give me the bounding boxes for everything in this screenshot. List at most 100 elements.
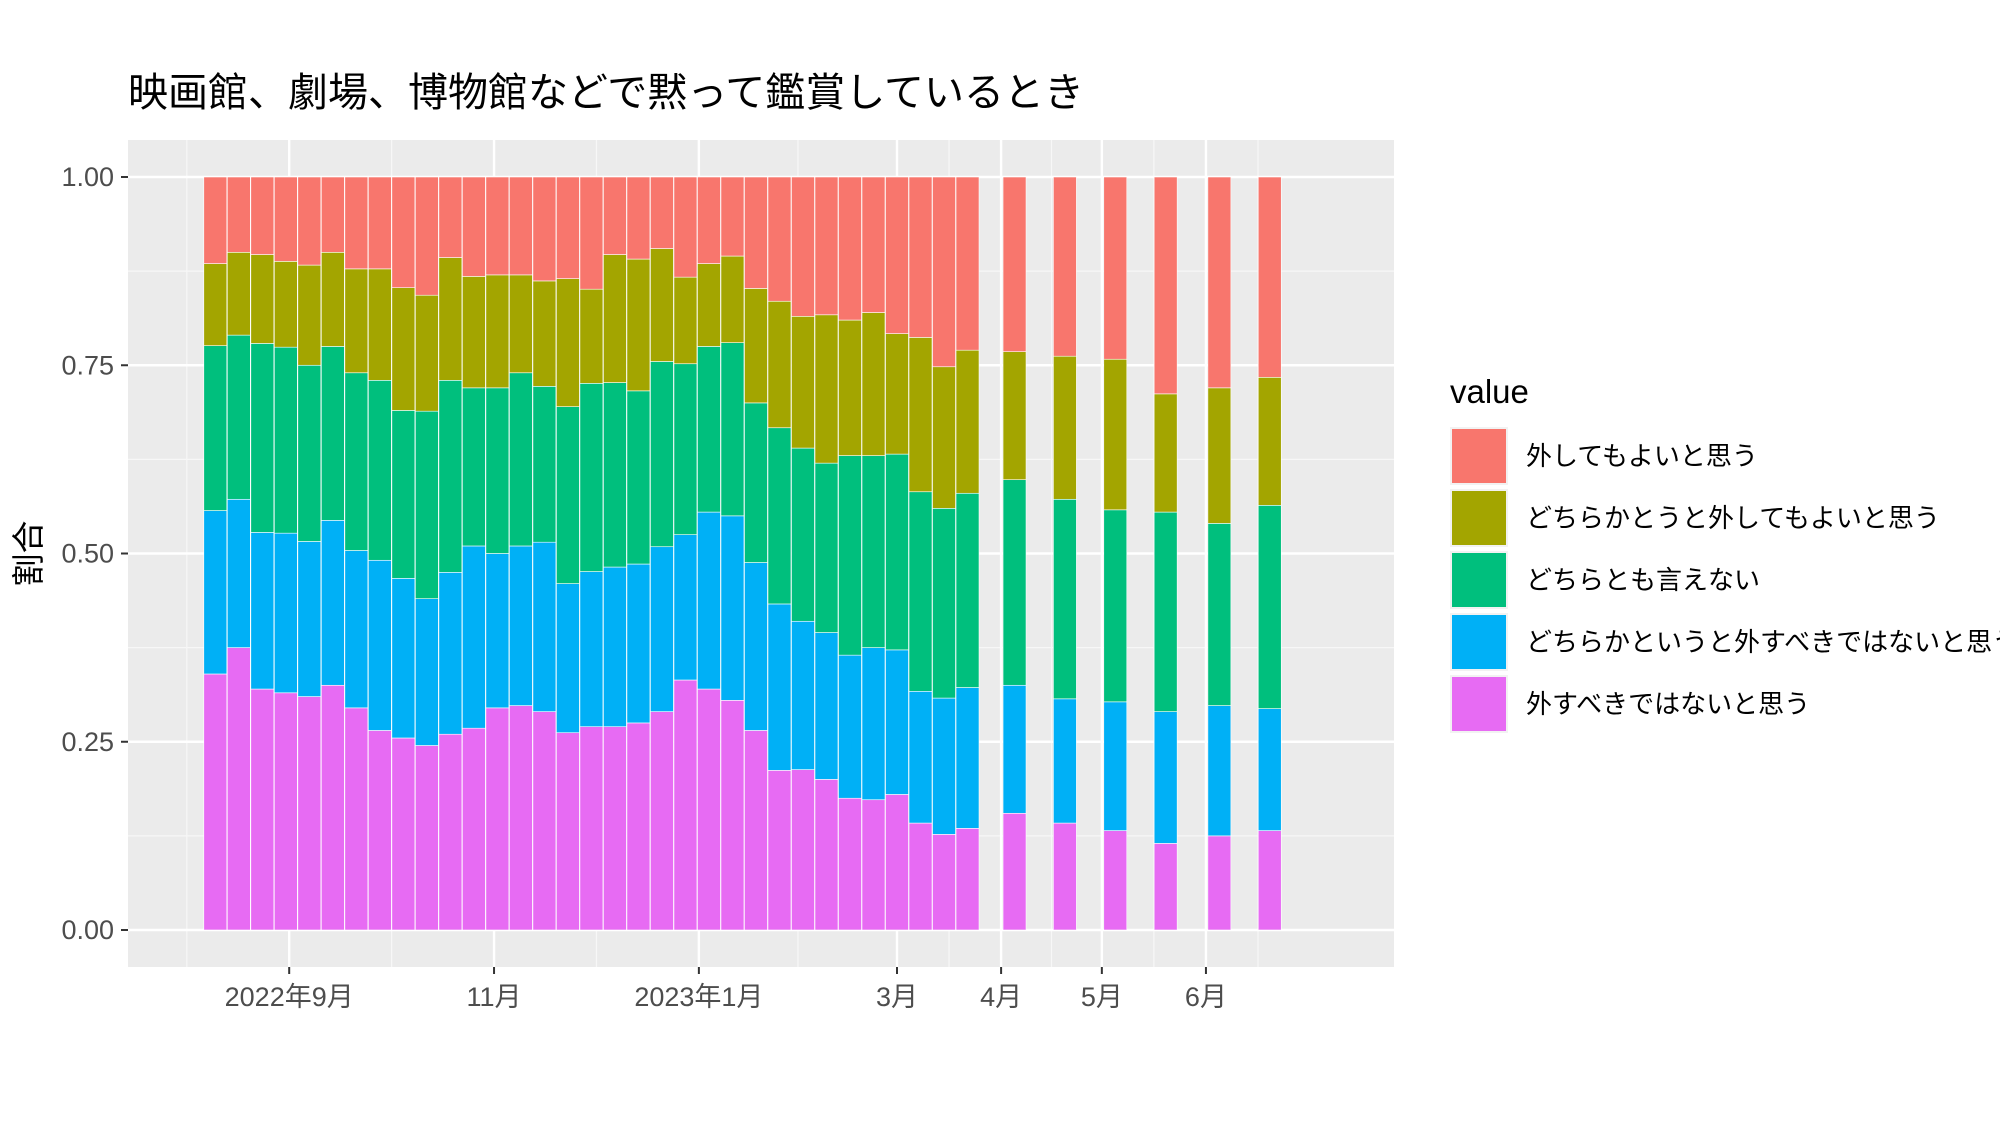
- bar-segment: [861, 176, 886, 313]
- bar-segment: [462, 176, 486, 277]
- bar-segment: [344, 707, 369, 931]
- legend-label: どちらかというと外すべきではないと思う: [1526, 628, 2000, 658]
- legend-swatch: [1452, 491, 1506, 545]
- bar-segment: [1053, 698, 1077, 824]
- bar-segment: [579, 176, 604, 290]
- bar-segment: [391, 410, 416, 579]
- bar-segment: [1153, 511, 1178, 712]
- bar-segment: [697, 263, 721, 347]
- bar-segment: [579, 288, 604, 384]
- bar-segment: [391, 287, 416, 411]
- x-tick-label: 6月: [1185, 982, 1227, 1012]
- bar-segment: [579, 726, 604, 931]
- bar-segment: [462, 545, 486, 729]
- bar-segment: [297, 264, 322, 366]
- bar-segment: [368, 730, 392, 931]
- bar-segment: [1153, 176, 1178, 395]
- bar-segment: [556, 176, 580, 279]
- bar-segment: [1002, 479, 1027, 686]
- bar-segment: [603, 176, 627, 255]
- bar-segment: [861, 455, 886, 648]
- bar-segment: [1257, 176, 1282, 378]
- bar-segment: [509, 176, 533, 276]
- bar-segment: [626, 176, 651, 260]
- bar-segment: [908, 690, 933, 824]
- bar-segment: [532, 541, 557, 712]
- bar-segment: [227, 498, 251, 648]
- bar-segment: [626, 722, 651, 931]
- bar-segment: [603, 254, 627, 383]
- bar-segment: [462, 387, 486, 547]
- bar-segment: [838, 176, 862, 321]
- bar-segment: [697, 346, 721, 513]
- bar-segment: [744, 176, 768, 289]
- bar-segment: [274, 532, 298, 694]
- bar-segment: [697, 511, 721, 690]
- bar-segment: [626, 258, 651, 392]
- bar-segment: [368, 176, 392, 270]
- bar-segment: [203, 176, 228, 264]
- bar-segment: [532, 386, 557, 543]
- bar-segment: [274, 346, 298, 534]
- legend-label: どちらかとうと外してもよいと思う: [1526, 504, 1940, 534]
- bar-segment: [438, 572, 463, 735]
- bar-segment: [603, 566, 627, 727]
- bar-segment: [556, 583, 580, 734]
- bar-segment: [673, 276, 698, 365]
- legend-title: value: [1450, 373, 1529, 410]
- bar-segment: [250, 176, 275, 255]
- legend-swatch: [1452, 553, 1506, 607]
- bar-segment: [1053, 498, 1077, 700]
- bar-segment: [250, 688, 275, 931]
- bar-segment: [297, 541, 322, 697]
- bar-segment: [250, 343, 275, 533]
- bar-segment: [438, 176, 463, 258]
- bar-segment: [955, 176, 980, 351]
- bar-segment: [509, 372, 533, 547]
- bar-segment: [485, 387, 510, 554]
- legend-label: 外してもよいと思う: [1526, 442, 1758, 472]
- bar-segment: [767, 300, 792, 429]
- bar-segment: [227, 334, 251, 500]
- bar-segment: [250, 532, 275, 690]
- bar-segment: [391, 737, 416, 931]
- bar-segment: [227, 647, 251, 931]
- bar-segment: [955, 349, 980, 494]
- bar-segment: [767, 770, 792, 931]
- bar-segment: [1207, 387, 1232, 524]
- bar-segment: [509, 274, 533, 374]
- x-tick-label: 5月: [1081, 982, 1123, 1012]
- bar-segment: [838, 319, 862, 456]
- bar-segment: [720, 700, 745, 931]
- bar-segment: [415, 176, 439, 296]
- bar-segment: [720, 515, 745, 701]
- x-tick-label: 3月: [876, 982, 918, 1012]
- x-tick-label: 2023年1月: [634, 982, 763, 1012]
- bar-segment: [556, 278, 580, 407]
- bar-segment: [861, 647, 886, 801]
- bar-segment: [767, 427, 792, 605]
- bar-segment: [462, 727, 486, 931]
- bar-segment: [415, 294, 439, 412]
- bar-segment: [321, 176, 345, 253]
- bar-segment: [1053, 355, 1077, 500]
- bar-segment: [697, 688, 721, 931]
- y-axis-title: 割合: [9, 521, 48, 587]
- bar-segment: [485, 553, 510, 709]
- bar-segment: [532, 711, 557, 931]
- bar-segment: [908, 822, 933, 931]
- bar-segment: [814, 779, 839, 931]
- bar-segment: [1153, 711, 1178, 844]
- bar-segment: [415, 745, 439, 931]
- bar-segment: [1103, 358, 1128, 511]
- bar-segment: [720, 342, 745, 517]
- bar-segment: [626, 563, 651, 724]
- bar-segment: [203, 345, 228, 511]
- bar-segment: [344, 372, 369, 551]
- bar-segment: [1207, 705, 1232, 837]
- bar-segment: [368, 559, 392, 731]
- chart-title: 映画館、劇場、博物館などで黙って鑑賞しているとき: [128, 70, 1084, 116]
- bar-segment: [227, 176, 251, 253]
- y-tick-label: 0.00: [61, 915, 114, 945]
- bar-segment: [344, 550, 369, 709]
